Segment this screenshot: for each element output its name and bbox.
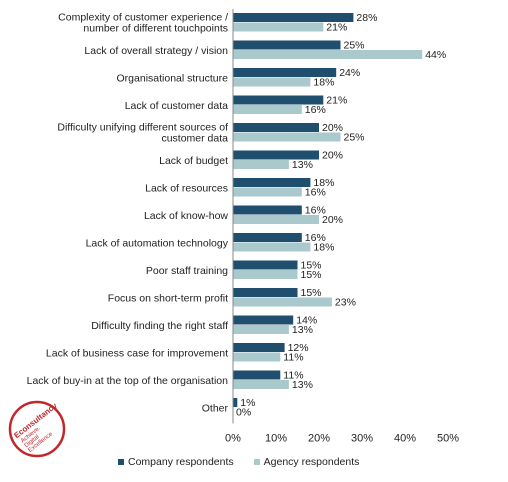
x-tick-label: 0%: [225, 433, 241, 445]
category-label: Organisational structure: [117, 73, 229, 85]
value-label: 13%: [292, 324, 313, 336]
bar-agency: [233, 187, 302, 197]
legend-item-company: Company respondents: [118, 456, 234, 468]
bar-company: [233, 150, 319, 160]
bar-agency: [233, 105, 302, 114]
value-label: 20%: [322, 150, 343, 162]
bar-agency: [233, 77, 311, 87]
value-label: 23%: [335, 297, 356, 309]
value-label: 21%: [326, 22, 347, 34]
x-tick-label: 30%: [351, 433, 373, 445]
value-label: 14%: [296, 315, 317, 327]
legend-swatch-company: [118, 459, 124, 465]
bar-company: [233, 288, 298, 297]
bar-company: [233, 260, 298, 270]
legend-label-company: Company respondents: [128, 456, 234, 468]
bar-agency: [233, 132, 341, 142]
bar-company: [233, 68, 337, 77]
bar-agency: [233, 380, 289, 389]
value-label: 20%: [322, 214, 343, 226]
value-label: 11%: [283, 370, 303, 382]
value-label: 15%: [301, 269, 322, 281]
value-label: 11%: [283, 352, 303, 364]
category-label: Other: [202, 403, 229, 415]
category-label: number of different touchpoints: [83, 23, 228, 35]
bar-company: [233, 205, 302, 215]
value-label: 1%: [240, 397, 255, 409]
bar-company: [233, 315, 294, 325]
value-label: 21%: [326, 95, 347, 107]
bar-company: [233, 398, 238, 407]
value-label: 13%: [292, 159, 313, 171]
category-label: Lack of buy-in at the top of the organis…: [27, 375, 229, 387]
category-label: Lack of customer data: [125, 100, 228, 112]
bar-company: [233, 40, 341, 50]
category-label: customer data: [161, 133, 228, 145]
category-label: Lack of business case for improvement: [46, 348, 228, 360]
category-label: Complexity of customer experience /: [58, 12, 228, 24]
bar-company: [233, 370, 281, 380]
bar-agency: [233, 270, 298, 279]
value-label: 16%: [305, 205, 326, 217]
value-label: 12%: [288, 342, 309, 354]
bar-company: [233, 95, 324, 105]
value-label: 15%: [301, 287, 322, 299]
bar-agency: [233, 297, 332, 307]
value-label: 25%: [344, 40, 365, 52]
bar-company: [233, 343, 285, 352]
bar-agency: [233, 352, 281, 362]
bar-agency: [233, 242, 311, 252]
value-label: 16%: [305, 104, 326, 116]
value-label: 16%: [305, 232, 326, 244]
legend-label-agency: Agency respondents: [263, 456, 360, 468]
category-label: Lack of resources: [145, 183, 228, 195]
category-label: Poor staff training: [146, 265, 228, 277]
category-label: Focus on short-term profit: [108, 293, 228, 305]
bar-agency: [233, 325, 289, 334]
bar-company: [233, 123, 319, 132]
bar-company: [233, 13, 354, 22]
legend-swatch-agency: [253, 459, 260, 465]
value-label: 20%: [322, 122, 343, 134]
value-label: 15%: [301, 260, 322, 272]
value-label: 16%: [305, 187, 326, 199]
value-label: 0%: [236, 407, 251, 419]
legend-item-agency: Agency respondents: [253, 456, 360, 468]
value-label: 28%: [356, 12, 377, 24]
category-label: Difficulty unifying different sources of: [57, 122, 228, 134]
category-label: Lack of budget: [159, 155, 228, 167]
legend: Company respondents Agency respondents: [118, 456, 359, 468]
category-label: Lack of know-how: [144, 210, 228, 222]
category-label: Difficulty finding the right staff: [91, 320, 228, 332]
bar-agency: [233, 22, 324, 32]
econsultancy-logo: Econsultancy Achieve. Digital Excellence: [8, 401, 66, 458]
x-tick-label: 20%: [308, 433, 330, 445]
x-tick-label: 40%: [394, 433, 416, 445]
value-label: 25%: [344, 132, 365, 144]
value-label: 44%: [425, 49, 446, 61]
bar-company: [233, 178, 311, 187]
value-label: 18%: [313, 177, 334, 189]
category-label: Lack of automation technology: [86, 238, 229, 250]
value-label: 24%: [339, 67, 360, 79]
bar-agency: [233, 50, 423, 59]
bar-agency: [233, 160, 289, 169]
value-label: 18%: [313, 242, 334, 254]
bar-company: [233, 233, 302, 242]
x-tick-label: 50%: [437, 433, 459, 445]
x-tick-label: 10%: [265, 433, 287, 445]
category-label: Lack of overall strategy / vision: [84, 45, 228, 57]
value-label: 18%: [313, 77, 334, 89]
bar-agency: [233, 215, 319, 224]
value-label: 13%: [292, 379, 313, 391]
